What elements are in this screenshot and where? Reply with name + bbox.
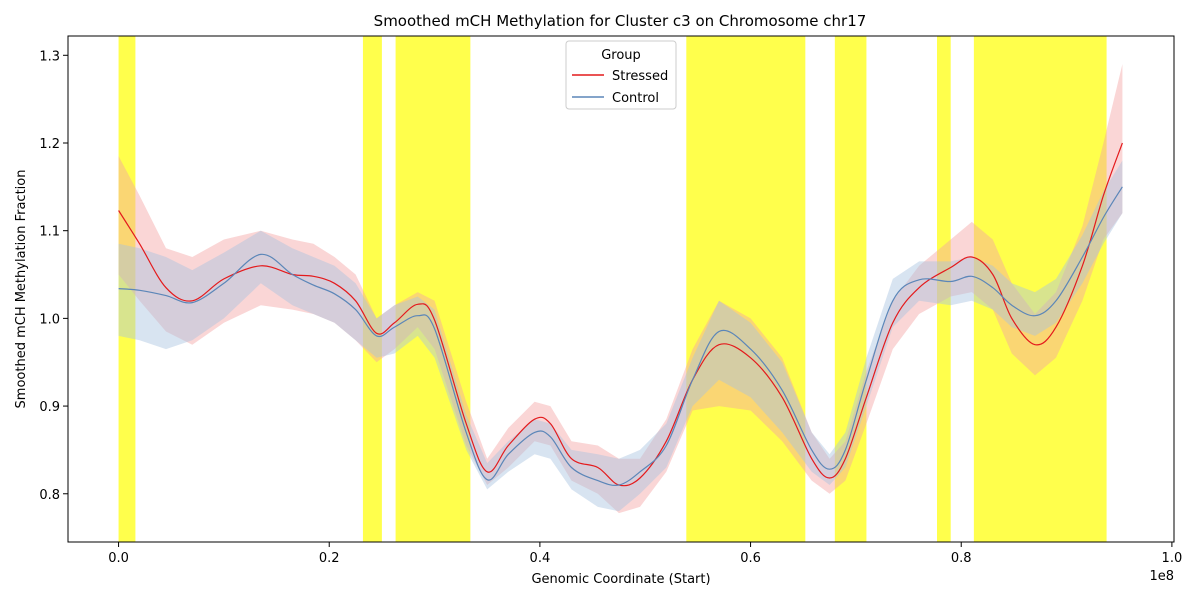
highlight-region-6: [973, 36, 1107, 542]
series-line-stressed: [118, 142, 1123, 487]
highlight-region-4: [834, 36, 867, 542]
y-axis-label: Smoothed mCH Methylation Fraction: [14, 170, 29, 409]
chart-title: Smoothed mCH Methylation for Cluster c3 …: [374, 12, 867, 30]
plot-frame: [67, 35, 1175, 543]
highlight-regions: [118, 36, 1107, 542]
x-axis-ticks: 0.0 0.2 0.4 0.6 0.8 1.0: [108, 542, 1182, 566]
y-axis-ticks: 0.8 0.9 1.0 1.1 1.2 1.3: [39, 49, 68, 503]
x-axis-label: Genomic Coordinate (Start): [531, 572, 710, 587]
highlight-region-5: [937, 36, 951, 542]
highlight-region-3: [686, 36, 806, 542]
legend: Group Stressed Control: [565, 40, 677, 110]
band-control: [118, 160, 1123, 512]
y-tick-label: 1.3: [39, 49, 60, 64]
legend-box: [565, 40, 677, 110]
y-tick-label: 1.1: [39, 225, 60, 240]
band-stressed: [118, 64, 1123, 514]
x-tick-label: 1.0: [1162, 551, 1183, 566]
x-axis-offset-label: 1e8: [1149, 569, 1174, 584]
legend-label-control: Control: [612, 91, 659, 106]
y-tick-label: 0.9: [39, 400, 60, 415]
x-tick-label: 0.8: [951, 551, 972, 566]
highlight-region-2: [395, 36, 471, 542]
y-tick-label: 0.8: [39, 488, 60, 503]
highlight-region-1: [362, 36, 382, 542]
x-tick-label: 0.4: [530, 551, 551, 566]
series-line-control: [118, 186, 1123, 486]
legend-title: Group: [601, 48, 641, 63]
legend-label-stressed: Stressed: [612, 69, 668, 84]
y-tick-label: 1.0: [39, 312, 60, 327]
confidence-bands: [118, 64, 1123, 514]
x-tick-label: 0.6: [740, 551, 761, 566]
series-lines: [118, 142, 1123, 487]
x-tick-label: 0.0: [108, 551, 129, 566]
y-tick-label: 1.2: [39, 137, 60, 152]
x-tick-label: 0.2: [319, 551, 340, 566]
